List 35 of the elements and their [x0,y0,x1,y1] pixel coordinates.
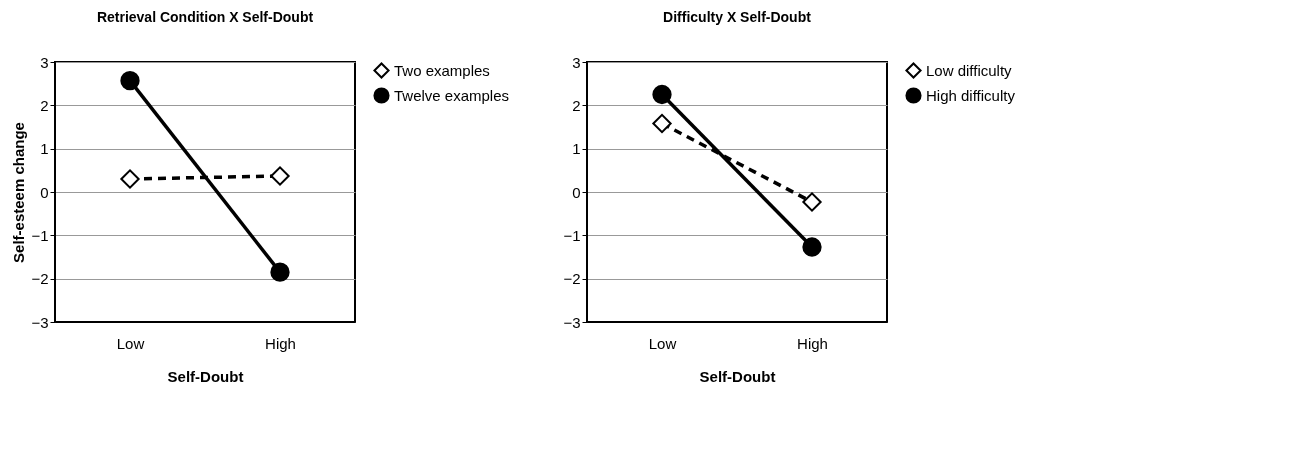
y-tick-label: −3 [31,313,49,331]
legend-label: Twelve examples [394,86,510,104]
x-tick-label: Low [116,334,145,352]
legend-label: Two examples [394,61,490,79]
y-axis-title: Self-esteem change [10,122,28,263]
y-tick-label: 0 [40,183,49,201]
y-tick-label: 3 [572,53,581,71]
point [802,192,822,212]
y-tick-label: −2 [563,270,581,288]
legend-label: Low difficulty [926,61,1013,79]
x-tick-label: Low [648,334,677,352]
y-tick-label: 2 [572,96,581,114]
point [652,113,672,134]
legend-label: High difficulty [926,86,1016,104]
point [270,166,290,186]
y-tick-label: 0 [572,183,581,201]
x-tick-label: High [265,334,296,352]
point [652,84,672,105]
point [802,237,822,257]
chart-title: Difficulty X Self-Doubt [663,9,812,25]
y-tick-label: 1 [40,140,49,158]
x-tick-label: High [797,334,828,352]
y-tick-label: −1 [563,226,581,244]
point [120,70,140,91]
x-axis-title: Self-Doubt [167,367,244,385]
y-tick-label: −1 [31,226,49,244]
y-tick-label: 1 [572,140,581,158]
y-tick-label: 2 [40,96,49,114]
chart-title: Retrieval Condition X Self-Doubt [96,9,314,25]
x-axis-title: Self-Doubt [699,367,776,385]
y-tick-label: −3 [563,313,581,331]
point [120,169,140,189]
y-tick-label: 3 [40,53,49,71]
y-tick-label: −2 [31,270,49,288]
point [270,262,290,282]
